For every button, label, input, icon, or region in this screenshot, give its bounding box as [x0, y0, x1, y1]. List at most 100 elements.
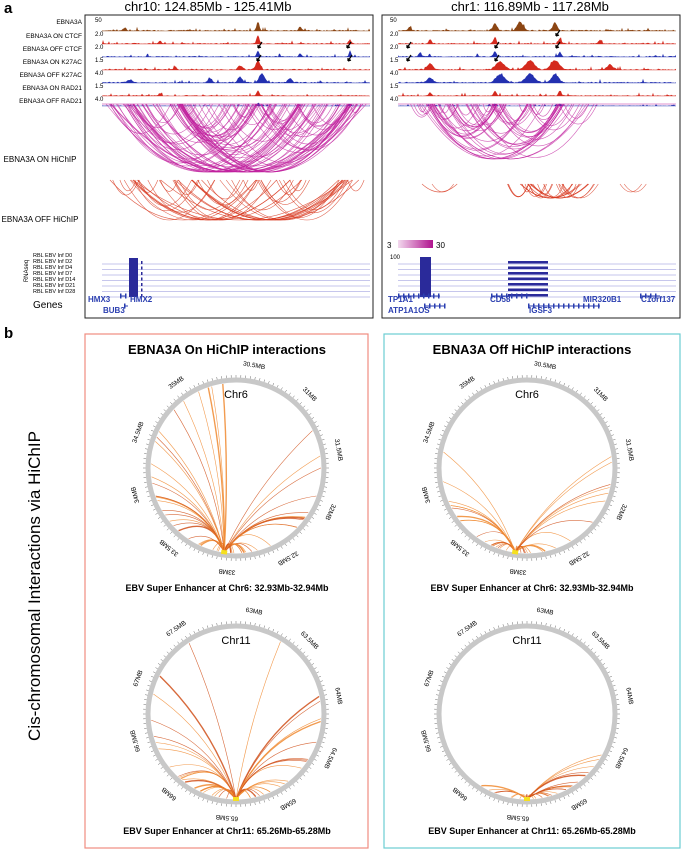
ring-tick [567, 385, 570, 388]
ring-tick [613, 439, 616, 441]
ring-tick [550, 801, 552, 804]
rnaseq-signal [141, 261, 143, 264]
ring-tick [166, 651, 169, 654]
gene-exon [528, 303, 530, 309]
interaction-arc [223, 524, 297, 553]
gene-exon [568, 303, 570, 309]
ring-tick [153, 508, 156, 511]
gene-exon [548, 303, 550, 309]
ring-tick [177, 538, 180, 541]
track-label: EBNA3A ON K27AC [23, 59, 83, 66]
ring-tick-label: 34.5MB [422, 421, 436, 444]
ring-tick [559, 627, 561, 630]
hichip-arc [347, 179, 365, 192]
hichip-arc [470, 103, 532, 134]
panel-a-letter: a [4, 0, 13, 17]
signal-track [102, 60, 370, 70]
interaction-arc [235, 720, 321, 800]
gene-exon [543, 303, 545, 309]
hichip-arc [260, 103, 300, 125]
ring-tick [615, 694, 619, 696]
chromosome-ring [436, 377, 618, 559]
gene-exon [538, 303, 540, 309]
ring-tick [197, 550, 200, 554]
hichip-arc [532, 103, 553, 117]
ring-tick [444, 425, 447, 428]
hichip-arc [138, 179, 192, 207]
ring-tick [202, 552, 204, 555]
track-label: EBNA3A ON RAD21 [22, 85, 82, 92]
hichip-arc [130, 103, 299, 173]
hichip-arc [258, 179, 340, 218]
rnaseq-signal [141, 288, 143, 292]
ring-tick [615, 486, 619, 488]
ring-tick [144, 448, 148, 450]
hichip-arc [563, 103, 589, 119]
ring-tick [309, 413, 312, 415]
ring-tick [550, 555, 552, 558]
hichip-arc [133, 179, 347, 221]
chromosome-label: Chr11 [512, 635, 541, 647]
ring-tick [144, 486, 148, 488]
ring-tick-label: 64.5MB [322, 746, 338, 769]
gene-exon [398, 293, 400, 299]
rnaseq-track-label: RBL EBV Inf D0 [33, 253, 72, 259]
ring-tick [602, 663, 606, 665]
ring-tick [597, 655, 600, 658]
hichip-arc [267, 103, 328, 134]
ring-tick [202, 798, 204, 801]
ring-tick [299, 777, 302, 780]
interaction-arc [514, 456, 612, 553]
signal-track [398, 51, 676, 57]
gene-exon [418, 293, 420, 299]
ring-tick [323, 689, 326, 691]
ring-tick [437, 689, 440, 691]
track-scale: 1.5 [390, 58, 399, 64]
ring-tick [296, 398, 299, 401]
ring-tick-label: 67.5MB [456, 620, 478, 639]
gene-exon [444, 303, 446, 309]
ring-tick [193, 794, 196, 797]
ring-tick [314, 421, 317, 423]
hichip-arc [260, 179, 353, 221]
ring-tick [464, 535, 467, 538]
ring-tick [480, 387, 482, 390]
ring-tick [211, 801, 213, 804]
hichip-on-label: EBNA3A ON HiChIP [4, 155, 77, 164]
ring-tick [324, 694, 328, 696]
ring-tick [193, 631, 196, 634]
hichip-arc [457, 103, 475, 116]
hichip-arc [543, 183, 565, 197]
ring-tick [440, 746, 443, 748]
ring-tick [314, 759, 317, 761]
gene-exon [428, 293, 430, 299]
ring-tick [590, 402, 593, 405]
ring-tick [590, 777, 593, 780]
ring-tick [559, 381, 561, 384]
ring-tick [502, 624, 504, 627]
track-scales-right: 50 2.0 2.0 1.5 4.0 1.5 4.0 [390, 18, 399, 103]
hichip-arc [145, 103, 258, 156]
hichip-arc [283, 179, 346, 210]
interaction-arc [235, 700, 321, 800]
ring-tick [615, 732, 619, 734]
ring-tick [263, 625, 265, 628]
ring-tick [157, 417, 161, 419]
ring-tick [602, 517, 606, 519]
ring-tick [550, 624, 552, 627]
ring-tick [554, 379, 556, 382]
arrow-icon [256, 54, 262, 62]
rnaseq-signal [129, 280, 138, 286]
hichip-arc [124, 103, 257, 164]
colorbar: 3 30 [387, 240, 445, 250]
hichip-arc [129, 103, 213, 143]
ring-tick [587, 398, 590, 401]
ring-tick [472, 787, 474, 790]
ring-tick-label: 31.5MB [624, 438, 635, 461]
ring-tick [446, 421, 449, 423]
ring-tick [607, 671, 610, 674]
ring-tick-label: 30.5MB [533, 360, 556, 371]
gene-exon [423, 293, 425, 299]
ring-tick [563, 382, 566, 386]
ring-tick [440, 680, 443, 682]
